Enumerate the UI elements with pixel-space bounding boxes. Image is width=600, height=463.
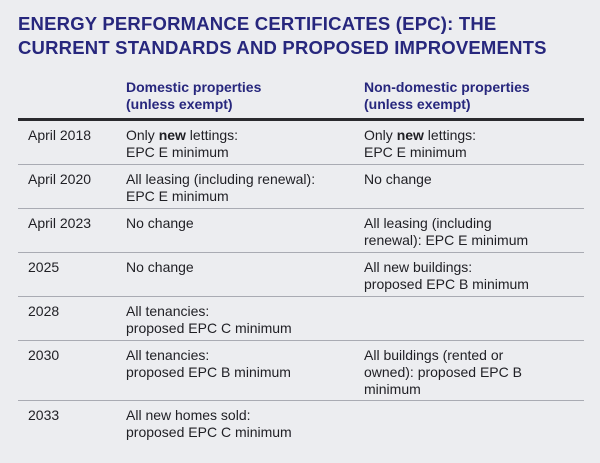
table-row: 2033 All new homes sold: proposed EPC C … (18, 401, 584, 445)
domestic-column-header: Domestic properties (unless exempt) (126, 79, 346, 113)
nondomestic-cell: No change (364, 171, 584, 188)
epc-table: April 2018 Only new lettings: EPC E mini… (18, 121, 584, 445)
row-date: 2025 (28, 259, 60, 275)
nondomestic-cell-line3: minimum (364, 381, 421, 397)
nondomestic-cell-line1: Only new lettings: (364, 127, 584, 144)
domestic-cell-line2: proposed EPC C minimum (126, 424, 292, 440)
text-span: lettings: (185, 127, 239, 143)
table-row: 2025 No change All new buildings: propos… (18, 253, 584, 297)
domestic-cell-line2: proposed EPC B minimum (126, 364, 291, 380)
domestic-cell-line1: All leasing (including renewal): (126, 171, 316, 187)
table-row: 2030 All tenancies: proposed EPC B minim… (18, 341, 584, 401)
row-date: April 2018 (28, 127, 92, 143)
row-date: 2033 (28, 407, 60, 423)
nondomestic-cell-line1: All leasing (including (364, 215, 492, 231)
domestic-cell-line1: All tenancies: (126, 303, 210, 319)
header-divider (18, 118, 584, 121)
nondomestic-cell: All buildings (rented or owned): propose… (364, 347, 584, 398)
nondomestic-cell-line1: All buildings (rented or (364, 347, 504, 363)
nondomestic-cell-line1: All new buildings: (364, 259, 473, 275)
nondomestic-header-line2: (unless exempt) (364, 96, 471, 112)
domestic-cell-line1: All tenancies: (126, 347, 210, 363)
domestic-cell: All tenancies: proposed EPC C minimum (126, 303, 358, 337)
emphasis-text: new (158, 127, 186, 143)
text-span: Only (364, 127, 397, 143)
nondomestic-cell: Only new lettings: EPC E minimum (364, 127, 584, 161)
domestic-cell-line1: All new homes sold: (126, 407, 251, 423)
nondomestic-column-header: Non-domestic properties (unless exempt) (364, 79, 584, 113)
domestic-cell: Only new lettings: EPC E minimum (126, 127, 358, 161)
domestic-cell-line1: No change (126, 259, 194, 275)
table-row: April 2018 Only new lettings: EPC E mini… (18, 121, 584, 165)
text-span: lettings: (423, 127, 477, 143)
table-row: 2028 All tenancies: proposed EPC C minim… (18, 297, 584, 341)
domestic-cell-line2: EPC E minimum (126, 144, 229, 160)
domestic-cell: All leasing (including renewal): EPC E m… (126, 171, 358, 205)
row-date: 2030 (28, 347, 60, 363)
nondomestic-cell-line2: EPC E minimum (364, 144, 467, 160)
nondomestic-cell-line2: owned): proposed EPC B (364, 364, 522, 380)
domestic-cell-line1: No change (126, 215, 194, 231)
row-date: 2028 (28, 303, 60, 319)
domestic-cell-line2: proposed EPC C minimum (126, 320, 292, 336)
nondomestic-cell: All new buildings: proposed EPC B minimu… (364, 259, 584, 293)
domestic-header-line2: (unless exempt) (126, 96, 233, 112)
nondomestic-cell-line2: proposed EPC B minimum (364, 276, 529, 292)
row-date: April 2020 (28, 171, 92, 187)
domestic-cell: All tenancies: proposed EPC B minimum (126, 347, 358, 381)
table-row: April 2020 All leasing (including renewa… (18, 165, 584, 209)
domestic-cell-line2: EPC E minimum (126, 188, 229, 204)
nondomestic-header-line1: Non-domestic properties (364, 79, 530, 95)
text-span: Only (126, 127, 159, 143)
emphasis-text: new (396, 127, 424, 143)
table-row: April 2023 No change All leasing (includ… (18, 209, 584, 253)
row-date: April 2023 (28, 215, 92, 231)
nondomestic-cell-line1: No change (364, 171, 432, 187)
domestic-cell: No change (126, 259, 358, 276)
domestic-header-line1: Domestic properties (126, 79, 262, 95)
nondomestic-cell-line2: renewal): EPC E minimum (364, 232, 529, 248)
domestic-cell: All new homes sold: proposed EPC C minim… (126, 407, 358, 441)
table-title: ENERGY PERFORMANCE CERTIFICATES (EPC): T… (18, 13, 547, 58)
domestic-cell: No change (126, 215, 358, 232)
domestic-cell-line1: Only new lettings: (126, 127, 358, 144)
nondomestic-cell: All leasing (including renewal): EPC E m… (364, 215, 584, 249)
